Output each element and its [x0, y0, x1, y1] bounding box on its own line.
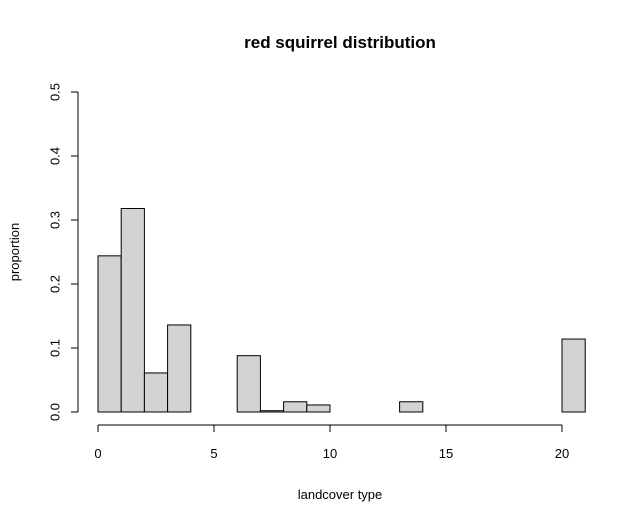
x-tick-label: 5: [210, 446, 217, 461]
x-tick-label: 20: [555, 446, 569, 461]
y-tick-label: 0.3: [48, 211, 63, 229]
histogram-bar-0: [97, 255, 122, 413]
bars-group: [97, 207, 586, 413]
histogram-bar-8: [283, 401, 308, 413]
x-axis: 0 5 10 15 20: [94, 424, 569, 461]
y-axis: 0.0 0.1 0.2 0.3 0.4 0.5: [48, 83, 79, 421]
histogram-bar-7: [259, 410, 285, 413]
histogram-bar-1: [120, 207, 145, 413]
x-axis-label: landcover type: [298, 487, 383, 502]
x-tick-label: 10: [323, 446, 337, 461]
y-tick-label: 0.1: [48, 339, 63, 357]
histogram-bar-9: [306, 404, 331, 413]
histogram-bar-13: [399, 401, 424, 413]
chart-title: red squirrel distribution: [244, 33, 436, 52]
y-tick-label: 0.5: [48, 83, 63, 101]
histogram-bar-20: [561, 338, 586, 413]
y-tick-label: 0.0: [48, 403, 63, 421]
histogram-bar-3: [167, 324, 192, 413]
y-axis-label: proportion: [7, 223, 22, 282]
y-tick-label: 0.2: [48, 275, 63, 293]
histogram-bar-6: [236, 355, 261, 413]
histogram-bar-2: [143, 372, 169, 413]
y-tick-label: 0.4: [48, 147, 63, 165]
x-tick-label: 0: [94, 446, 101, 461]
x-tick-label: 15: [439, 446, 453, 461]
